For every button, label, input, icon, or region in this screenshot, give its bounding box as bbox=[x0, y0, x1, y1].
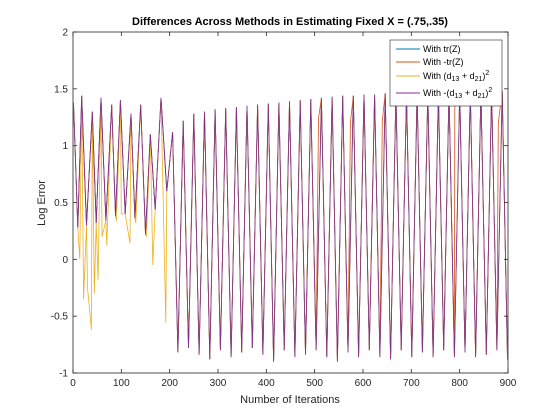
series-layer bbox=[73, 90, 508, 362]
x-tick-label: 500 bbox=[306, 378, 323, 389]
legend: With tr(Z) With -tr(Z) With (d13 + d21)2 Wi… bbox=[389, 39, 503, 107]
y-tick-label: 0 bbox=[62, 255, 68, 266]
y-tick-label: 0.5 bbox=[54, 198, 68, 209]
y-tick-label: -1 bbox=[59, 369, 68, 380]
y-tick-label: -0.5 bbox=[51, 312, 69, 323]
x-tick-label: 900 bbox=[500, 378, 517, 389]
x-tick-label: 200 bbox=[161, 378, 178, 389]
x-tick-label: 300 bbox=[210, 378, 227, 389]
x-tick-label: 0 bbox=[70, 378, 76, 389]
y-tick-label: 2 bbox=[62, 28, 68, 39]
x-tick-label: 800 bbox=[451, 378, 468, 389]
y-tick-label: 1 bbox=[62, 141, 68, 152]
x-tick-label: 100 bbox=[113, 378, 130, 389]
legend-label: With -tr(Z) bbox=[423, 57, 464, 67]
y-tick-label: 1.5 bbox=[54, 84, 68, 95]
series-line-neg-d13-d21-sq bbox=[73, 91, 508, 362]
x-axis-label: Number of Iterations bbox=[240, 394, 340, 406]
legend-label: With (d13 + d21)2 bbox=[423, 70, 489, 83]
legend-label: With tr(Z) bbox=[423, 44, 461, 54]
y-axis-label: Log Error bbox=[36, 180, 48, 226]
x-tick-label: 700 bbox=[403, 378, 420, 389]
legend-box bbox=[389, 39, 503, 107]
ticks-layer: 0 100 200 300 400 500 600 700 800 900 -1 -0.5 0 0.5 1 1… bbox=[51, 28, 517, 390]
legend-label: With -(d13 + d21)2 bbox=[423, 87, 492, 100]
x-tick-label: 400 bbox=[258, 378, 275, 389]
chart-title: Differences Across Methods in Estimating… bbox=[132, 16, 448, 28]
x-tick-label: 600 bbox=[355, 378, 372, 389]
